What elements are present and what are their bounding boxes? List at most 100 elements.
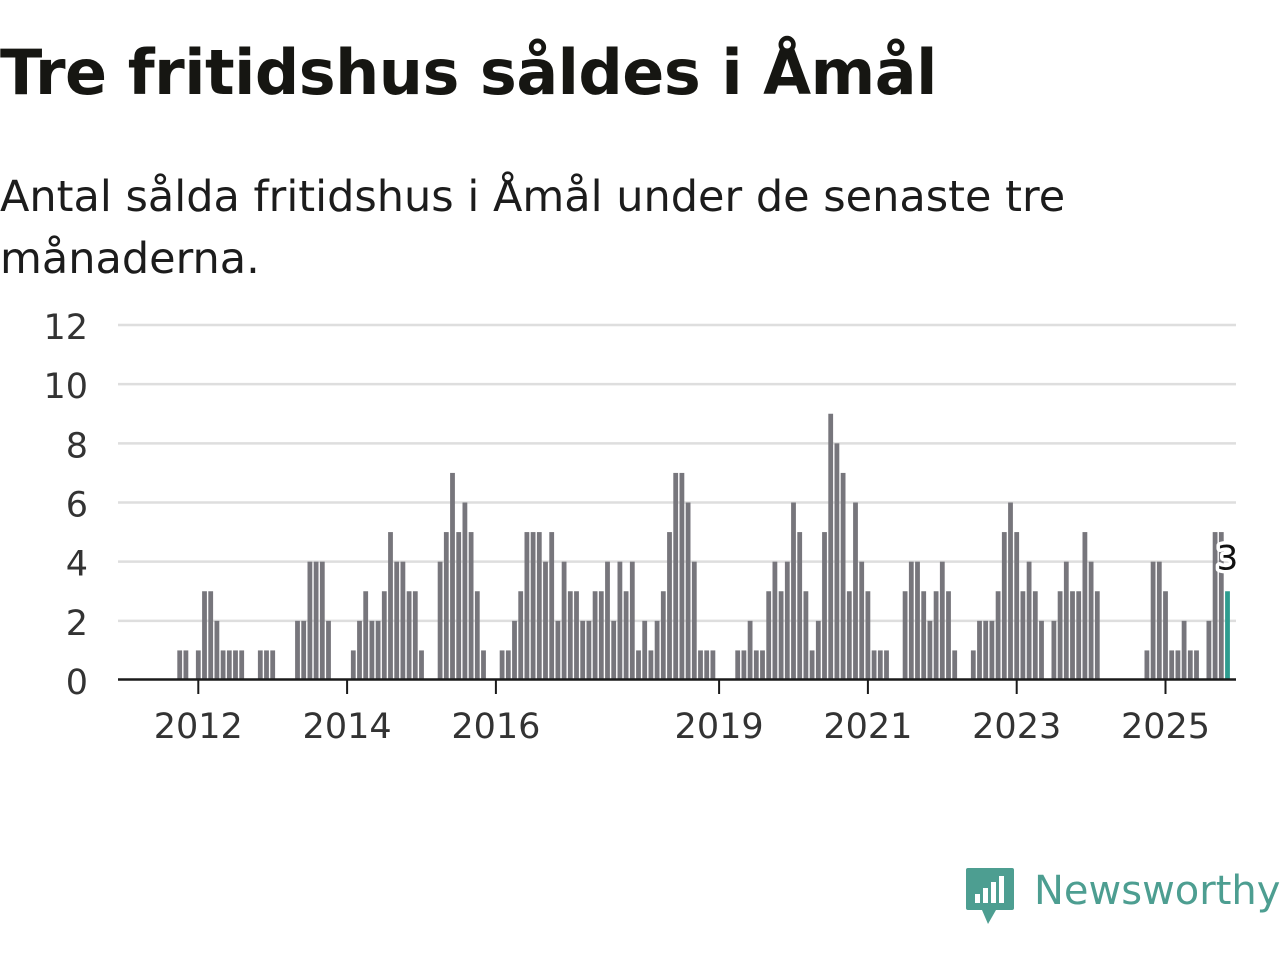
bar [853,502,858,680]
bar [778,591,784,680]
bar [797,532,803,680]
bar [1020,591,1026,680]
bar [195,650,201,680]
bar [1218,532,1224,680]
bar [1076,591,1082,680]
bar [561,561,567,680]
bar [214,620,220,680]
x-tick-label: 2023 [972,707,1061,747]
bar [580,620,586,680]
bar [605,561,610,680]
bar [747,620,753,680]
bar [1156,561,1162,680]
bar [586,620,592,680]
bar [865,591,871,680]
bar [208,591,214,680]
bar [512,620,517,680]
y-axis-labels: 0 2 4 6 8 10 12 [43,308,88,703]
bar [307,561,313,680]
bar [301,620,307,680]
x-tick-label: 2016 [451,707,540,747]
bar [468,532,474,680]
bar [939,561,945,680]
page-title: Tre fritidshus såldes i Åmål [0,36,937,109]
bar [611,620,617,680]
bar [518,591,524,680]
y-tick-label: 0 [66,663,88,703]
bar [226,650,232,680]
bar [1057,591,1063,680]
bar [977,620,982,680]
bar [908,561,914,680]
bar [177,650,183,680]
bar [1206,620,1212,680]
bar [536,532,542,680]
bar [524,532,530,680]
data-label: 3 [1217,538,1239,578]
bar [530,532,536,680]
bar [995,591,1001,680]
bar [846,591,852,680]
bar [1225,591,1230,680]
bar [313,561,319,680]
bar [233,650,238,680]
bar [834,443,840,680]
brand-name: Newsworthy [1034,868,1280,914]
bar [220,650,226,680]
bar [543,561,548,680]
x-tick-label: 2014 [303,707,392,747]
x-tick-label: 2021 [823,707,912,747]
bar [419,650,424,680]
bar [704,650,710,680]
bar [1014,532,1020,680]
bar [400,561,406,680]
bar [592,591,598,680]
bar [710,650,716,680]
bar [840,472,846,680]
bar [1051,620,1057,680]
brand: Newsworthy [964,866,1280,926]
bar [1088,561,1094,680]
bar [927,620,933,680]
bar [1212,532,1218,680]
bar [1163,591,1168,680]
bar [319,561,325,680]
bar [933,591,939,680]
bar [660,591,666,680]
bar [357,620,362,680]
bar [766,591,772,680]
bar [443,532,449,680]
bar [1094,591,1100,680]
y-tick-label: 4 [66,545,88,585]
bar [691,561,697,680]
bar [574,591,579,680]
bar [326,620,331,680]
x-axis: 2012 2014 2016 2019 2021 2023 2025 [154,680,1210,747]
bar [1194,650,1199,680]
bar [623,591,629,680]
bar [369,620,375,680]
bars [177,413,1230,680]
page-subtitle: Antal sålda fritidshus i Åmål under de s… [0,172,1066,284]
bar [803,591,809,680]
bar [667,532,672,680]
bar [363,591,369,680]
bar [406,591,412,680]
y-tick-label: 2 [66,604,88,644]
bar [1008,502,1013,680]
bar [1175,650,1181,680]
bar [735,650,741,680]
bar [760,650,765,680]
bar [450,472,455,680]
bar [239,650,245,680]
bar [636,650,641,680]
bar [989,620,995,680]
bar [437,561,443,680]
bar [388,532,393,680]
bar [828,413,834,680]
bar [983,620,989,680]
bar [474,591,480,680]
bar [815,620,821,680]
bar [270,650,276,680]
bar [809,650,815,680]
